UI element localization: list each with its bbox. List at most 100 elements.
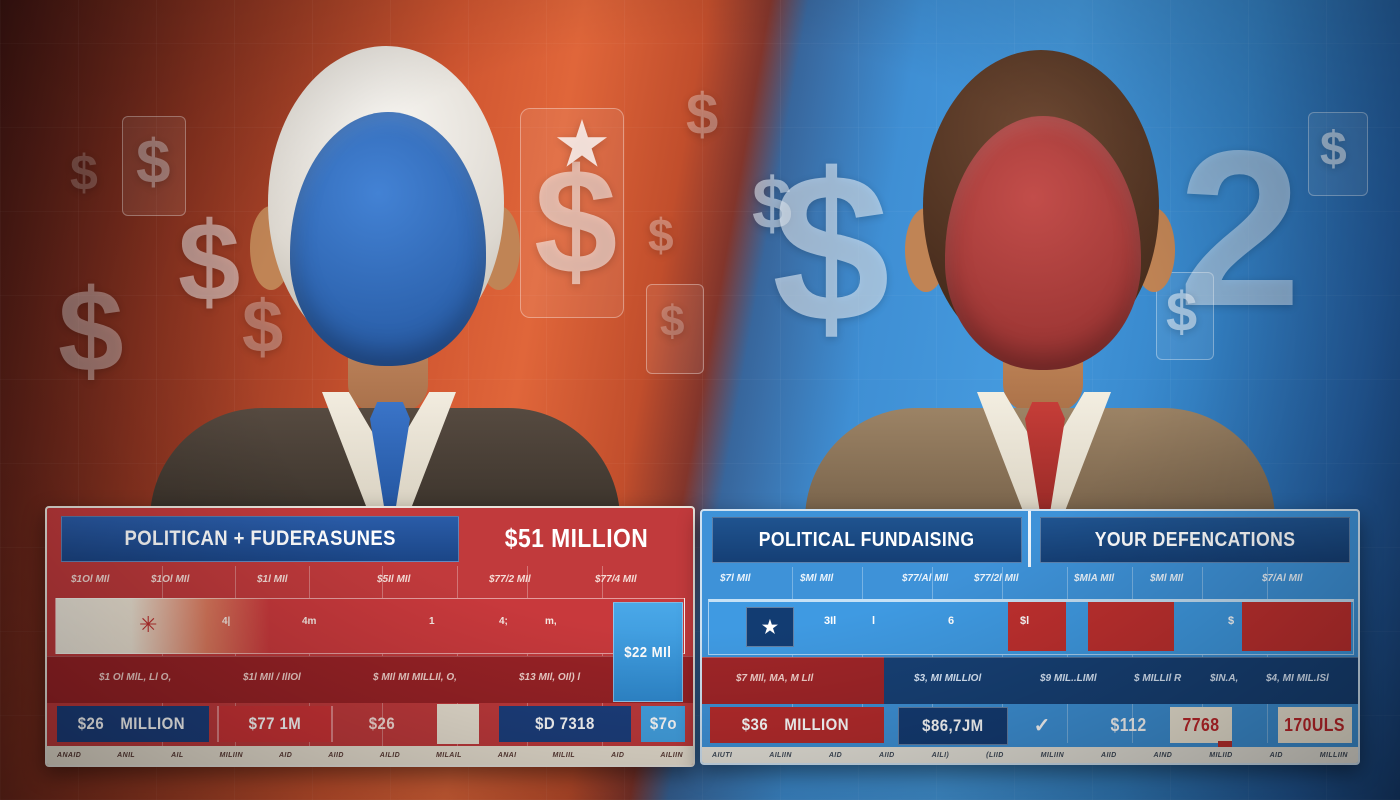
left-footer-strip: ANAID ANIL AIL MILIIN AID AIID AILID MIL… — [47, 746, 693, 765]
axis-label: $77/Al MIl — [902, 573, 948, 584]
footer-token: AIID — [879, 752, 895, 759]
right-footer-strip: AIUTI AILIIN AID AIID AILI) (LIID MILIIN… — [702, 747, 1358, 763]
number-two-glyph: 2 — [1178, 118, 1301, 340]
grid-line — [862, 567, 863, 743]
check-icon: ✓ — [1020, 707, 1064, 743]
right-band-red — [702, 657, 884, 704]
value-text: $77 1M — [249, 714, 302, 734]
bar-mark: 1 — [429, 616, 435, 627]
band-label: $3, MI MILLIOl — [914, 673, 981, 684]
bar-mark: $ — [1228, 615, 1234, 627]
right-panel-title-2: YOUR DEFENCATIONS — [1095, 529, 1296, 552]
footer-token: AIUTI — [712, 752, 732, 759]
dollar-card — [122, 116, 186, 216]
value-text: $36 — [742, 715, 768, 735]
value-text: 170ULS — [1285, 715, 1346, 736]
right-bar-star-chip: ★ — [746, 607, 794, 647]
axis-label: $1Ol MIl — [71, 574, 109, 585]
right-bar-red-segment — [1242, 602, 1351, 651]
dollar-sign-icon: $ — [136, 132, 170, 194]
axis-label: $77/2 MIl — [489, 574, 531, 585]
footer-token: MILIIN — [220, 752, 243, 759]
bar-mark: l — [872, 615, 875, 627]
right-blank-face — [945, 116, 1141, 370]
left-gradient-bar — [55, 598, 685, 654]
left-big-value-1: $26 MILLION — [57, 706, 209, 742]
dollar-sign-icon: $ — [752, 168, 792, 240]
bar-mark: 4; — [499, 616, 508, 627]
dollar-sign-icon: $ — [660, 300, 684, 344]
star-icon: ★ — [762, 617, 778, 638]
right-big-value-5: 170ULS — [1278, 707, 1352, 743]
left-politician-figure — [0, 0, 700, 520]
axis-label: $Ml MIl — [1150, 573, 1183, 584]
band-label: $1 Ol MlL, Ll O, — [99, 672, 171, 683]
footer-token: AID — [829, 752, 842, 759]
band-label: $13 MIl, OIl) l — [519, 672, 580, 683]
grid-line — [1202, 567, 1203, 743]
grid-line — [1002, 567, 1003, 743]
right-panel-title-box-2: YOUR DEFENCATIONS — [1040, 517, 1350, 563]
bar-mark: 4m — [302, 616, 316, 627]
right-big-value-2: $86,7JM — [898, 707, 1008, 745]
bar-mark: 4| — [222, 616, 230, 627]
band-label: $1l MIl / IlIOl — [243, 672, 301, 683]
left-big-value-3: $26 — [347, 706, 417, 742]
axis-label: $77/4 MIl — [595, 574, 637, 585]
axis-label: $1l MIl — [257, 574, 288, 585]
footer-token: MILAIL — [436, 752, 462, 759]
grid-line — [1067, 567, 1068, 743]
dollar-sign-icon: $ — [772, 142, 890, 354]
value-text: $26 — [78, 714, 104, 734]
bar-mark: $l — [1020, 615, 1029, 627]
footer-token: AILIIN — [769, 752, 792, 759]
right-panel-title-box-1: POLITICAL FUNDAISING — [712, 517, 1022, 563]
left-panel-header-value: $51 MILLION — [467, 516, 685, 560]
footer-token: AID — [279, 752, 292, 759]
left-big-value-2: $77 1M — [217, 706, 333, 742]
axis-label: $77/2l MIl — [974, 573, 1018, 584]
axis-label: $MlA MIl — [1074, 573, 1114, 584]
right-band-navy — [884, 657, 1358, 704]
left-blank-face — [290, 112, 486, 366]
left-big-value-5: $7o — [641, 706, 685, 742]
footer-token: MILIID — [1209, 752, 1232, 759]
bar-mark: 3Il — [824, 615, 836, 627]
footer-token: ANAID — [57, 752, 81, 759]
check-glyph: ✓ — [1034, 713, 1051, 738]
dollar-card — [520, 108, 624, 318]
footer-token: AIID — [1101, 752, 1117, 759]
dollar-card — [646, 284, 704, 374]
footer-token: AILIIN — [660, 752, 683, 759]
left-dark-band — [47, 656, 693, 703]
axis-label: $7l MIl — [720, 573, 751, 584]
band-label: $ MILLIl R — [1134, 673, 1181, 684]
band-label: $ MIl MI MILLIl, O, — [373, 672, 457, 683]
band-label: $7 MIl, MA, M LIl — [736, 673, 813, 684]
right-big-value-4: 7768 — [1170, 707, 1232, 743]
footer-token: AID — [1270, 752, 1283, 759]
value-text: $7o — [649, 714, 676, 734]
dollar-card — [1308, 112, 1368, 196]
value-text: $86,7JM — [922, 716, 983, 736]
value-label: MILLION — [121, 714, 186, 734]
dollar-sign-icon: $ — [58, 272, 124, 390]
dollar-sign-icon: $ — [178, 206, 240, 318]
grid-line — [1267, 567, 1268, 743]
bar-mark: m, — [545, 616, 557, 627]
left-panel-title-box: POLITICAN + FUDERASUNES — [61, 516, 459, 562]
right-big-value-3: $112 — [1094, 707, 1164, 743]
left-bar-value-box: $22 MIl — [613, 602, 683, 702]
footer-token: AID — [611, 752, 624, 759]
dollar-sign-icon: $ — [534, 146, 617, 296]
dollar-sign-icon: $ — [1166, 284, 1197, 340]
left-big-value-4: $D 7318 — [499, 706, 631, 742]
footer-token: AIL — [171, 752, 183, 759]
grid-line — [932, 567, 933, 743]
band-label: $4, MI MIL.ISl — [1266, 673, 1329, 684]
footer-token: AILID — [380, 752, 400, 759]
axis-label: $5Il MIl — [377, 574, 410, 585]
footer-token: MILLIIN — [1320, 752, 1348, 759]
footer-token: MILIIL — [552, 752, 575, 759]
